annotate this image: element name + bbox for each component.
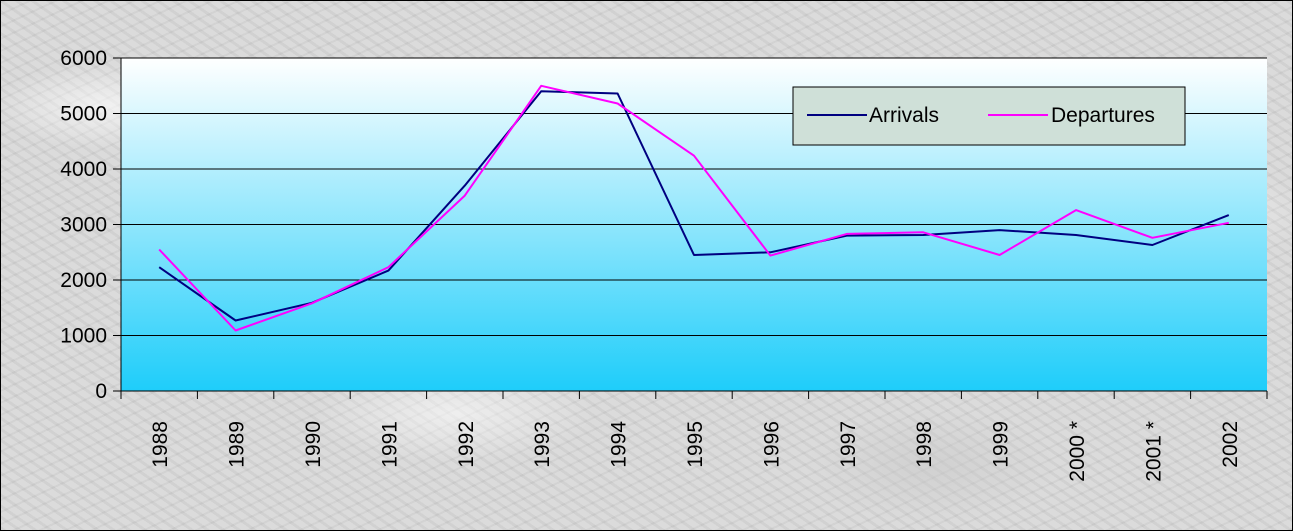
series-lines — [158, 84, 1230, 332]
y-tick-label: 3000 — [60, 214, 107, 237]
x-tick-label: 2001 * — [1142, 421, 1165, 482]
legend-label-departures: Departures — [1051, 104, 1155, 127]
x-axis-tick-labels: 1988 1989 1990 1991 1992 1993 1994 1995 1996 1997… — [149, 421, 1242, 482]
x-tick-label: 1994 — [608, 421, 631, 468]
x-tick-label: 1988 — [149, 421, 172, 468]
x-tick-label: 1991 — [378, 421, 401, 468]
x-tick-label: 1995 — [684, 421, 707, 468]
legend-label-arrivals: Arrivals — [869, 104, 939, 127]
axes — [113, 57, 1268, 399]
y-tick-label: 2000 — [60, 269, 107, 292]
x-tick-label: 1997 — [837, 421, 860, 468]
x-tick-label: 1992 — [455, 421, 478, 468]
gridlines — [121, 57, 1267, 336]
y-axis-tick-labels: 0 1000 2000 3000 4000 5000 6000 — [60, 47, 107, 403]
y-tick-label: 6000 — [60, 47, 107, 70]
y-tick-label: 1000 — [60, 325, 107, 348]
legend: Arrivals Departures — [792, 86, 1186, 146]
x-tick-label: 2002 — [1219, 421, 1242, 468]
x-tick-label: 1993 — [531, 421, 554, 468]
y-tick-label: 5000 — [60, 103, 107, 126]
x-tick-label: 1990 — [302, 421, 325, 468]
x-tick-label: 1998 — [913, 421, 936, 468]
y-tick-label: 0 — [95, 380, 107, 403]
series-line-departures — [158, 84, 1229, 332]
x-tick-label: 1989 — [226, 421, 249, 468]
x-tick-label: 1996 — [760, 421, 783, 468]
x-tick-label: 2000 * — [1066, 421, 1089, 482]
y-tick-label: 4000 — [60, 158, 107, 181]
x-tick-label: 1999 — [990, 421, 1013, 468]
